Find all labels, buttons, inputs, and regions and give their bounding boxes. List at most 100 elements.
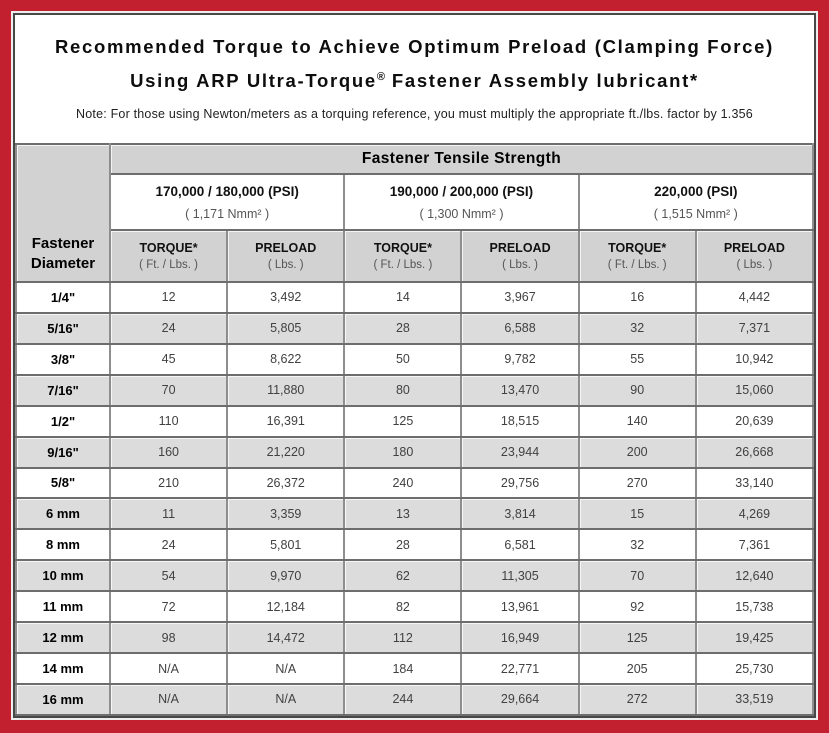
- preload-cell: 22,771: [460, 652, 580, 685]
- preload-label: PRELOAD: [255, 241, 317, 255]
- preload-label: PRELOAD: [489, 241, 551, 255]
- preload-column-header-2: PRELOAD ( Lbs. ): [460, 229, 580, 283]
- preload-cell: N/A: [226, 652, 346, 685]
- torque-cell: 16: [577, 281, 697, 314]
- registered-trademark-symbol: ®: [376, 71, 385, 83]
- preload-cell: 16,391: [226, 404, 346, 438]
- torque-cell: 28: [343, 528, 463, 562]
- torque-cell: N/A: [108, 652, 229, 685]
- preload-cell: 9,782: [460, 342, 580, 376]
- torque-cell: 92: [577, 590, 697, 624]
- strength-group-190-200: 190,000 / 200,000 (PSI) ( 1,300 Nmm² ): [343, 173, 580, 231]
- torque-cell: 24: [108, 528, 229, 562]
- preload-cell: 19,425: [694, 621, 814, 655]
- torque-cell: 28: [343, 311, 463, 345]
- torque-cell: 24: [108, 311, 229, 345]
- torque-cell: 112: [343, 621, 463, 655]
- preload-cell: 18,515: [460, 404, 580, 438]
- preload-cell: 29,664: [460, 682, 580, 716]
- torque-cell: 72: [108, 590, 229, 624]
- torque-cell: 160: [108, 435, 229, 469]
- preload-cell: 33,519: [694, 682, 814, 716]
- torque-cell: N/A: [108, 682, 229, 716]
- preload-cell: 15,060: [694, 373, 814, 407]
- preload-cell: 3,967: [460, 281, 580, 314]
- title-line-2: Using ARP Ultra-Torque® Fastener Assembl…: [130, 70, 699, 91]
- diameter-cell: 3/8": [15, 342, 111, 376]
- table-row-quarter-inch: 1/4" 12 3,492 14 3,967 16 4,442: [15, 281, 814, 314]
- torque-chart-document: Recommended Torque to Achieve Optimum Pr…: [13, 13, 816, 718]
- title-line-2-suffix: Fastener Assembly lubricant*: [384, 70, 699, 92]
- preload-cell: 15,738: [694, 590, 814, 624]
- torque-cell: 200: [577, 435, 697, 469]
- preload-cell: 26,372: [226, 466, 346, 500]
- torque-cell: 54: [108, 559, 229, 593]
- torque-cell: 110: [108, 404, 229, 438]
- diameter-cell: 6 mm: [15, 497, 111, 531]
- table-row-10mm: 10 mm 54 9,970 62 11,305 70 12,640: [15, 559, 814, 593]
- torque-cell: 244: [343, 682, 463, 716]
- preload-cell: 4,269: [694, 497, 814, 531]
- preload-cell: 16,949: [460, 621, 580, 655]
- torque-cell: 210: [108, 466, 229, 500]
- preload-cell: 5,801: [226, 528, 346, 562]
- torque-unit: ( Ft. / Lbs. ): [607, 259, 667, 271]
- torque-cell: 82: [343, 590, 463, 624]
- preload-cell: 21,220: [226, 435, 346, 469]
- diameter-cell: 1/2": [15, 404, 111, 438]
- diameter-cell: 11 mm: [15, 590, 111, 624]
- preload-cell: 25,730: [694, 652, 814, 685]
- torque-label: TORQUE*: [373, 241, 432, 255]
- torque-cell: 50: [343, 342, 463, 376]
- torque-cell: 125: [343, 404, 463, 438]
- preload-cell: 3,492: [226, 281, 346, 314]
- table-row-7-16-inch: 7/16" 70 11,880 80 13,470 90 15,060: [15, 373, 814, 407]
- torque-cell: 14: [343, 281, 463, 314]
- preload-cell: 7,371: [694, 311, 814, 345]
- preload-cell: 5,805: [226, 311, 346, 345]
- preload-cell: 4,442: [694, 281, 814, 314]
- strength-group-220: 220,000 (PSI) ( 1,515 Nmm² ): [577, 173, 814, 231]
- title-line-1: Recommended Torque to Achieve Optimum Pr…: [54, 36, 775, 57]
- preload-cell: 11,305: [460, 559, 580, 593]
- psi-value: 220,000 (PSI): [654, 183, 738, 199]
- torque-unit: ( Ft. / Lbs. ): [373, 259, 433, 271]
- preload-unit: ( Lbs. ): [736, 259, 773, 271]
- table-row-6mm: 6 mm 11 3,359 13 3,814 15 4,269: [15, 497, 814, 531]
- preload-cell: 6,588: [460, 311, 580, 345]
- torque-cell: 272: [577, 682, 697, 716]
- preload-cell: 29,756: [460, 466, 580, 500]
- title-block: Recommended Torque to Achieve Optimum Pr…: [15, 15, 814, 143]
- preload-cell: 13,470: [460, 373, 580, 407]
- preload-column-header-1: PRELOAD ( Lbs. ): [226, 229, 346, 283]
- preload-cell: 7,361: [694, 528, 814, 562]
- torque-cell: 32: [577, 311, 697, 345]
- diameter-cell: 5/16": [15, 311, 111, 345]
- diameter-cell: 8 mm: [15, 528, 111, 562]
- torque-cell: 11: [108, 497, 229, 531]
- torque-label: TORQUE*: [139, 241, 198, 255]
- torque-cell: 184: [343, 652, 463, 685]
- nmm-value: ( 1,515 Nmm² ): [653, 206, 738, 221]
- table-row-3-8-inch: 3/8" 45 8,622 50 9,782 55 10,942: [15, 342, 814, 376]
- table-row-half-inch: 1/2" 110 16,391 125 18,515 140 20,639: [15, 404, 814, 438]
- preload-cell: 3,814: [460, 497, 580, 531]
- preload-cell: 23,944: [460, 435, 580, 469]
- torque-column-header-1: TORQUE* ( Ft. / Lbs. ): [108, 229, 229, 283]
- diameter-cell: 1/4": [15, 281, 111, 314]
- preload-cell: 13,961: [460, 590, 580, 624]
- preload-unit: ( Lbs. ): [267, 259, 304, 271]
- torque-cell: 80: [343, 373, 463, 407]
- nmm-value: ( 1,300 Nmm² ): [419, 206, 504, 221]
- preload-cell: 10,942: [694, 342, 814, 376]
- preload-column-header-3: PRELOAD ( Lbs. ): [694, 229, 814, 283]
- table-row-14mm: 14 mm N/A N/A 184 22,771 205 25,730: [15, 652, 814, 685]
- torque-cell: 240: [343, 466, 463, 500]
- preload-cell: N/A: [226, 682, 346, 716]
- preload-cell: 6,581: [460, 528, 580, 562]
- table-row-11mm: 11 mm 72 12,184 82 13,961 92 15,738: [15, 590, 814, 624]
- preload-cell: 11,880: [226, 373, 346, 407]
- preload-cell: 8,622: [226, 342, 346, 376]
- tensile-strength-header: Fastener Tensile Strength: [109, 143, 814, 175]
- torque-cell: 270: [577, 466, 697, 500]
